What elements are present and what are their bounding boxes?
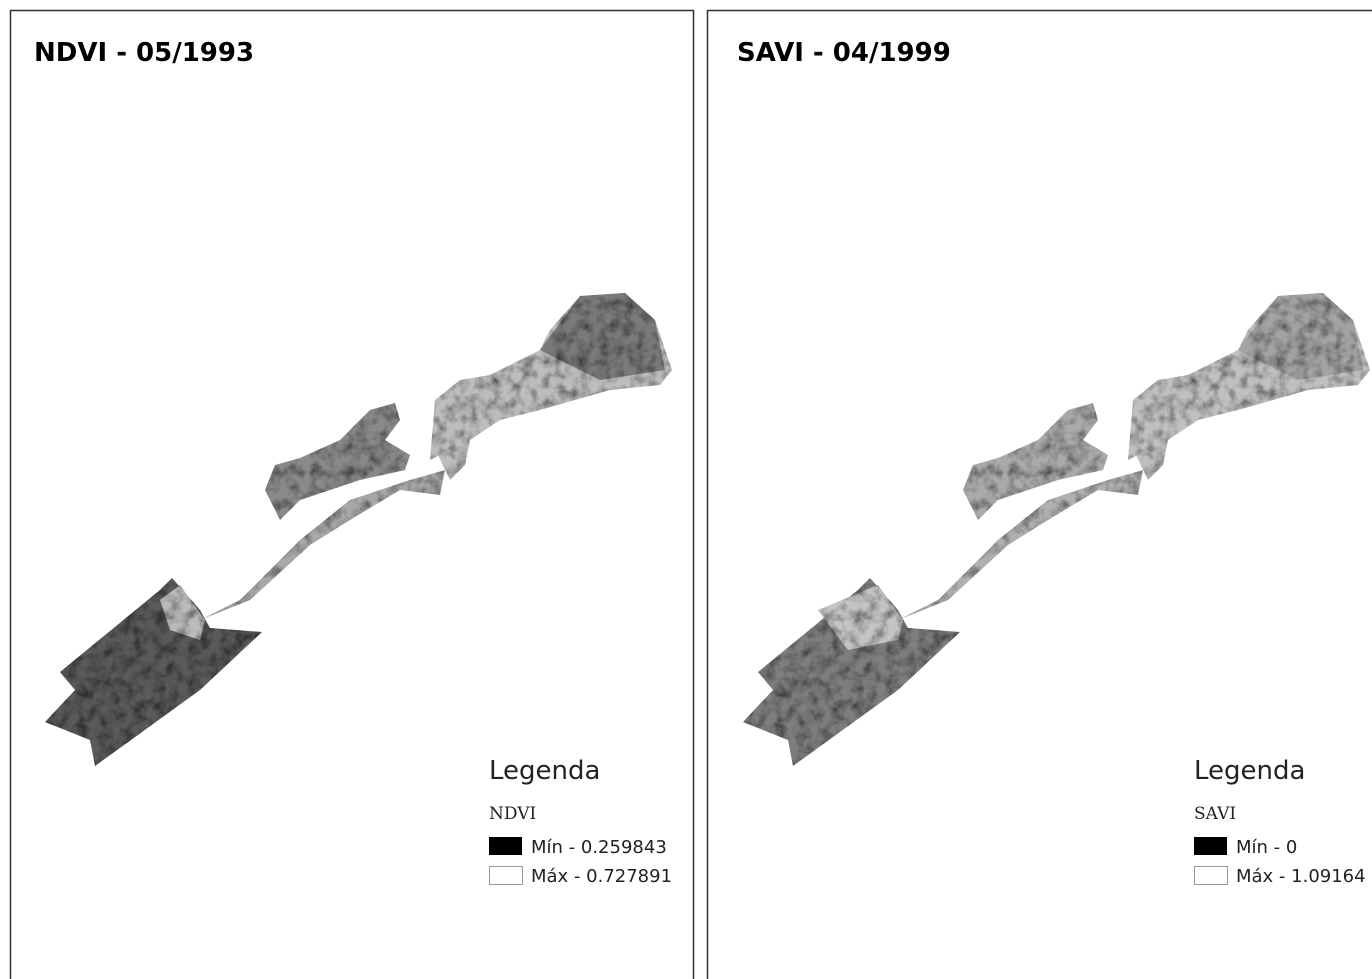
legend-min: Mín - 0.259843 — [531, 837, 667, 858]
legend-heading: Legenda — [489, 756, 600, 786]
raster — [743, 293, 1370, 766]
map-title: SAVI - 04/1999 — [737, 38, 951, 68]
legend-max: Máx - 1.09164 — [1236, 866, 1366, 887]
map-panel: SAVI - 04/1999 Legenda SAVI Mín - 0 Máx … — [706, 9, 1372, 979]
legend-swatch-min — [1194, 837, 1227, 855]
legend-max: Máx - 0.727891 — [531, 866, 672, 887]
raster — [45, 293, 672, 766]
panel-frame — [9, 9, 695, 979]
legend-swatch-max — [1194, 866, 1228, 885]
legend-layer: SAVI — [1194, 804, 1236, 824]
panel-frame — [706, 9, 1372, 979]
legend-heading: Legenda — [1194, 756, 1305, 786]
legend-layer: NDVI — [489, 804, 536, 824]
map-panel: NDVI - 05/1993 Legenda NDVI Mín - 0.2598… — [9, 9, 695, 979]
map-title: NDVI - 05/1993 — [34, 38, 254, 68]
legend-min: Mín - 0 — [1236, 837, 1297, 858]
legend-swatch-min — [489, 837, 522, 855]
legend-swatch-max — [489, 866, 523, 885]
